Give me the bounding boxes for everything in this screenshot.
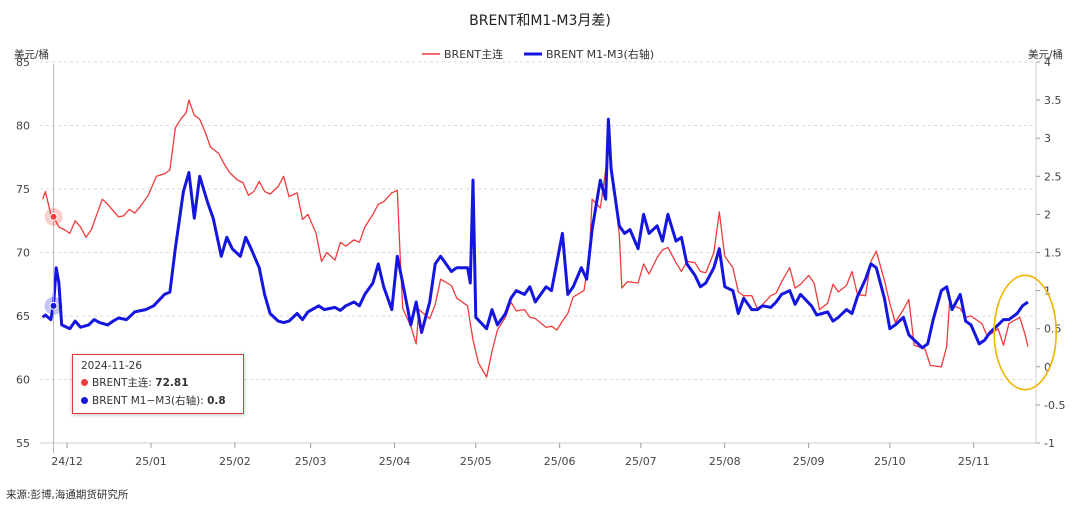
tooltip-brent-value: 72.81 bbox=[155, 377, 189, 389]
right-tick-label: 2 bbox=[1044, 208, 1051, 221]
right-tick-label: 2.5 bbox=[1044, 170, 1062, 183]
right-tick-label: 1 bbox=[1044, 285, 1051, 298]
x-tick-label: 25/06 bbox=[544, 455, 576, 468]
spread-series-line bbox=[41, 117, 1029, 350]
left-tick-label: 70 bbox=[16, 247, 30, 260]
x-tick-label: 25/08 bbox=[709, 455, 741, 468]
tooltip-spread-dot bbox=[81, 397, 88, 404]
source-note: 来源:彭博,海通期货研究所 bbox=[6, 488, 129, 501]
brent-series-line bbox=[42, 99, 1029, 378]
x-tick-label: 25/09 bbox=[793, 455, 825, 468]
left-tick-label: 85 bbox=[16, 56, 30, 69]
right-tick-label: 3 bbox=[1044, 132, 1051, 145]
right-tick-label: 3.5 bbox=[1044, 94, 1062, 107]
x-tick-label: 25/10 bbox=[874, 455, 906, 468]
tooltip-brent-label: BRENT主连: bbox=[92, 377, 156, 389]
x-tick-label: 25/11 bbox=[958, 455, 990, 468]
axis-layer: 55 60 65 70 75 80 85 -1 -0.5 0 0.5 1 1.5 2 2.5 3 3.5 4 24/… bbox=[16, 56, 1065, 468]
right-tick-label: 1.5 bbox=[1044, 247, 1062, 260]
tooltip-spread-value: 0.8 bbox=[207, 395, 226, 407]
x-tick-label: 24/12 bbox=[51, 455, 83, 468]
x-tick-label: 25/03 bbox=[295, 455, 327, 468]
x-tick-label: 25/05 bbox=[460, 455, 492, 468]
overlay-layer bbox=[44, 64, 1057, 453]
left-tick-label: 60 bbox=[16, 374, 30, 387]
right-axis-unit: 美元/桶 bbox=[1028, 48, 1063, 61]
right-tick-label: 0 bbox=[1044, 361, 1051, 374]
tooltip: 2024-11-26 BRENT主连: 72.81 BRENT M1−M3(右轴… bbox=[72, 354, 244, 414]
x-tick-label: 25/07 bbox=[625, 455, 657, 468]
left-tick-label: 65 bbox=[16, 310, 30, 323]
x-tick-label: 25/02 bbox=[219, 455, 251, 468]
right-tick-label: 4 bbox=[1044, 56, 1051, 69]
legend-brent-label[interactable]: BRENT主连 bbox=[444, 48, 503, 61]
x-tick-label: 25/01 bbox=[135, 455, 167, 468]
series-layer bbox=[41, 99, 1029, 378]
brent-hover-point bbox=[49, 212, 58, 221]
tooltip-spread-label: BRENT M1−M3(右轴): bbox=[92, 395, 208, 407]
legend-spread-label[interactable]: BRENT M1-M3(右轴) bbox=[546, 47, 654, 61]
tooltip-date: 2024-11-26 bbox=[81, 360, 143, 372]
grid-layer bbox=[40, 61, 1036, 444]
right-tick-label: -1 bbox=[1044, 437, 1055, 450]
highlight-ellipse bbox=[993, 274, 1057, 391]
tooltip-brent-dot bbox=[81, 379, 88, 386]
tooltip-row-spread: BRENT M1−M3(右轴): 0.8 bbox=[81, 393, 235, 408]
legend[interactable]: BRENT主连 BRENT M1-M3(右轴) bbox=[422, 47, 654, 61]
right-tick-label: -0.5 bbox=[1044, 399, 1065, 412]
chart-title: BRENT和M1-M3月差) bbox=[469, 13, 611, 29]
right-tick-label: 0.5 bbox=[1044, 323, 1062, 336]
left-axis-unit: 美元/桶 bbox=[14, 48, 49, 61]
left-tick-label: 75 bbox=[16, 183, 30, 196]
x-tick-label: 25/04 bbox=[379, 455, 411, 468]
spread-hover-point bbox=[49, 301, 58, 310]
left-tick-label: 80 bbox=[16, 120, 30, 133]
tooltip-row-brent: BRENT主连: 72.81 bbox=[81, 375, 235, 390]
left-tick-label: 55 bbox=[16, 437, 30, 450]
